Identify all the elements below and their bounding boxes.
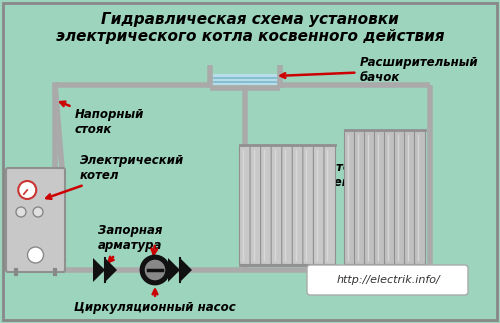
FancyBboxPatch shape — [344, 130, 356, 265]
FancyBboxPatch shape — [240, 145, 335, 265]
FancyBboxPatch shape — [394, 130, 406, 265]
Text: Радиатор
отопления: Радиатор отопления — [250, 161, 366, 204]
Polygon shape — [93, 258, 105, 282]
FancyBboxPatch shape — [260, 145, 272, 265]
FancyBboxPatch shape — [404, 130, 415, 265]
Text: Гидравлическая схема установки
электрического котла косвенного действия: Гидравлическая схема установки электриче… — [56, 12, 444, 44]
FancyBboxPatch shape — [6, 168, 65, 272]
Circle shape — [141, 256, 169, 284]
Text: Расширительный
бачок: Расширительный бачок — [280, 56, 478, 84]
FancyBboxPatch shape — [354, 130, 366, 265]
Text: Электрический
котел: Электрический котел — [46, 154, 184, 199]
FancyBboxPatch shape — [384, 130, 396, 265]
FancyBboxPatch shape — [364, 130, 376, 265]
FancyBboxPatch shape — [240, 145, 251, 265]
Circle shape — [18, 181, 36, 199]
Circle shape — [28, 247, 44, 263]
Polygon shape — [213, 74, 277, 85]
FancyBboxPatch shape — [271, 145, 282, 265]
FancyBboxPatch shape — [307, 265, 468, 295]
Polygon shape — [168, 258, 180, 282]
FancyBboxPatch shape — [345, 130, 425, 265]
Text: http://electrik.info/: http://electrik.info/ — [336, 275, 440, 285]
Polygon shape — [105, 258, 117, 282]
FancyBboxPatch shape — [314, 145, 325, 265]
Text: Напорный
стояк: Напорный стояк — [60, 102, 144, 136]
Circle shape — [33, 207, 43, 217]
Circle shape — [16, 207, 26, 217]
FancyBboxPatch shape — [292, 145, 304, 265]
FancyBboxPatch shape — [324, 145, 336, 265]
FancyBboxPatch shape — [303, 145, 314, 265]
Circle shape — [144, 259, 166, 281]
Polygon shape — [180, 258, 192, 282]
FancyBboxPatch shape — [282, 145, 294, 265]
Text: Циркуляционный насос: Циркуляционный насос — [74, 290, 236, 315]
Text: Запорная
арматура: Запорная арматура — [98, 224, 162, 262]
FancyBboxPatch shape — [374, 130, 386, 265]
FancyBboxPatch shape — [414, 130, 426, 265]
FancyBboxPatch shape — [250, 145, 262, 265]
